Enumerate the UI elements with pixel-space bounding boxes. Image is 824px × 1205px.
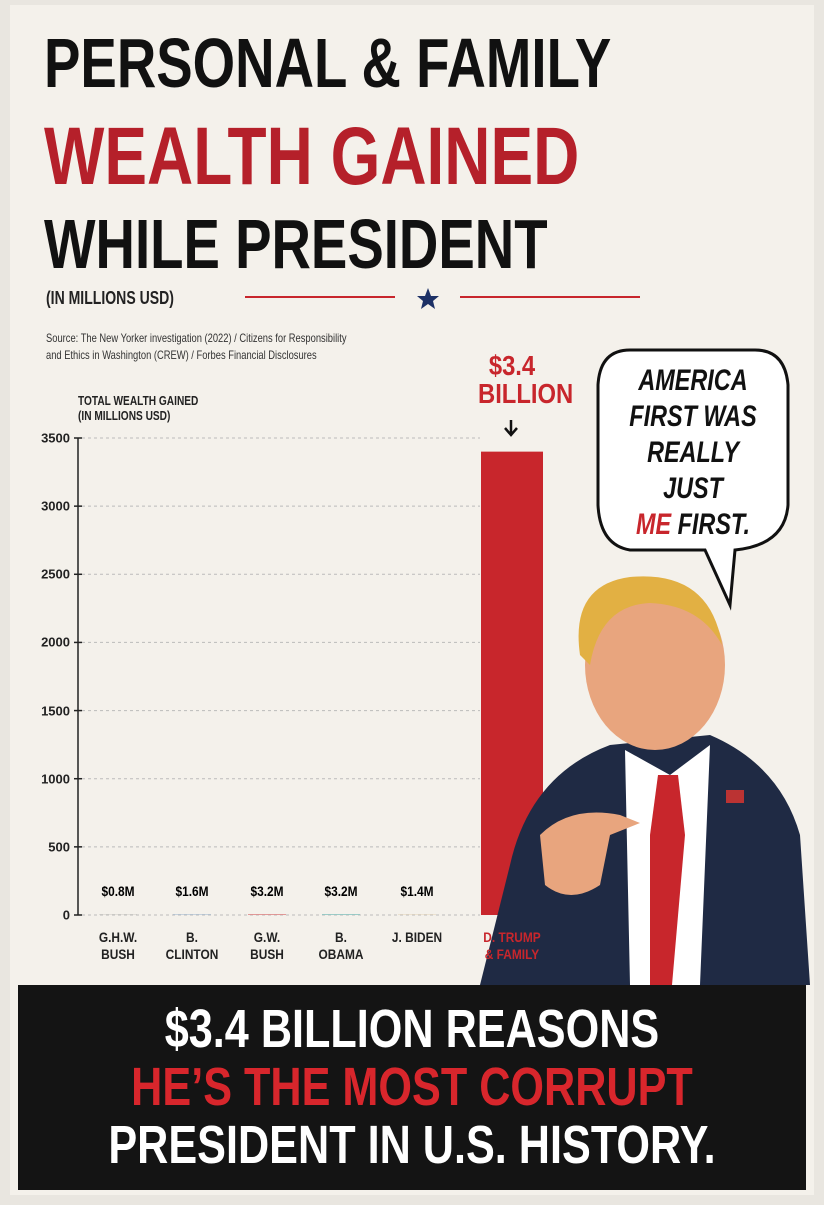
y-tick-label: 3000 [20, 499, 70, 514]
y-tick-label: 2000 [20, 635, 70, 650]
title-line: WEALTH GAINED [44, 115, 579, 199]
speech-line: FIRST WAS [619, 399, 767, 435]
value-label: $3.2M [237, 883, 297, 899]
y-tick-label: 3500 [20, 431, 70, 446]
subtitle: (IN MILLIONS USD) [46, 288, 174, 309]
footer-line: HE’S THE MOST CORRUPT [97, 1058, 727, 1116]
y-axis-label: TOTAL WEALTH GAINED [78, 393, 198, 408]
speech-emphasis: ME [636, 508, 671, 541]
source: and Ethics in Washington (CREW) / Forbes… [46, 348, 317, 362]
y-tick-label: 2500 [20, 567, 70, 582]
speech-line: AMERICA [619, 363, 767, 399]
value-label: $1.6M [162, 883, 222, 899]
arrow [505, 420, 517, 435]
x-tick-label: G.H.W. BUSH [92, 929, 145, 963]
y-tick-label: 500 [20, 839, 70, 854]
speech-word: FIRST. [678, 508, 750, 541]
y-tick-label: 0 [20, 908, 70, 923]
value-label: $3.2M [311, 883, 371, 899]
title-line: WHILE PRESIDENT [44, 208, 548, 280]
footer-line: $3.4 BILLION REASONS [97, 1000, 727, 1058]
footer: $3.4 BILLION REASONS HE’S THE MOST CORRU… [18, 1000, 806, 1174]
value-label: $1.4M [387, 883, 447, 899]
speech-text: AMERICA FIRST WAS REALLY JUST ME FIRST. [598, 363, 788, 543]
x-tick-label: G.W. BUSH [241, 929, 294, 963]
infographic: PERSONAL & FAMILY WEALTH GAINED WHILE PR… [10, 5, 814, 1195]
x-tick-label: J. BIDEN [391, 929, 444, 946]
value-label: $0.8M [88, 883, 148, 899]
speech-line: REALLY JUST [619, 435, 767, 507]
x-tick-label: D. TRUMP & FAMILY [478, 929, 546, 963]
y-axis-label: (IN MILLIONS USD) [78, 408, 170, 423]
title-line: PERSONAL & FAMILY [44, 27, 611, 99]
x-tick-label: B. OBAMA [315, 929, 368, 963]
footer-line: PRESIDENT IN U.S. HISTORY. [97, 1116, 727, 1174]
star [417, 288, 439, 309]
source: Source: The New Yorker investigation (20… [46, 331, 347, 345]
y-tick-label: 1500 [20, 703, 70, 718]
y-tick-label: 1000 [20, 771, 70, 786]
speech-line: ME FIRST. [619, 507, 767, 543]
value-label: $3.4 BILLION [478, 352, 546, 408]
x-tick-label: B. CLINTON [166, 929, 219, 963]
